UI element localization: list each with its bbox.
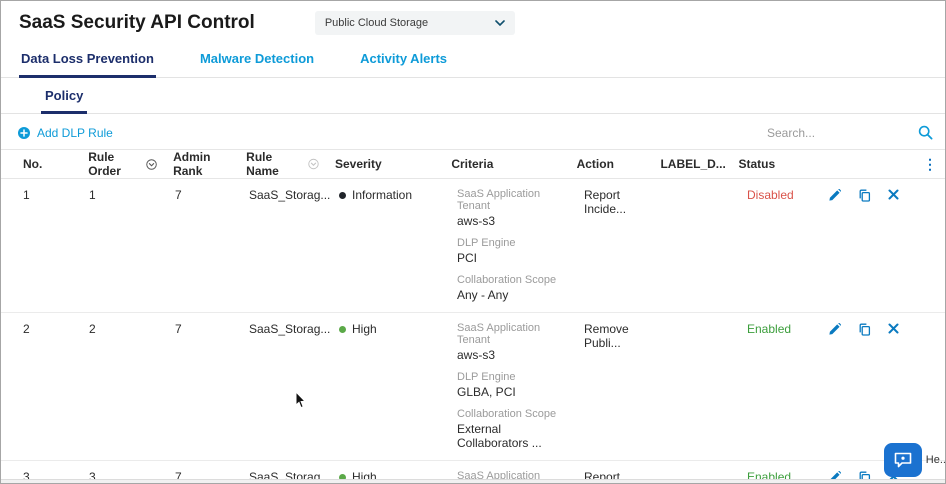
top-bar: SaaS Security API Control Public Cloud S… — [1, 1, 945, 35]
cell-action: Report Incide... — [584, 188, 627, 216]
column-header-action[interactable]: Action — [569, 157, 653, 171]
criteria-label: Collaboration Scope — [457, 274, 557, 286]
copy-icon[interactable] — [858, 323, 871, 336]
column-header-status[interactable]: Status — [730, 157, 806, 171]
column-label: Severity — [334, 157, 382, 171]
column-label: Rule Name — [246, 150, 279, 178]
severity-label: High — [352, 322, 377, 336]
delete-icon[interactable] — [888, 323, 899, 334]
sort-icon[interactable] — [308, 158, 319, 170]
help-widget: He... — [883, 443, 946, 477]
edit-icon[interactable] — [828, 189, 841, 202]
help-chat-button[interactable] — [883, 443, 922, 477]
cell-admin-rank: 7 — [175, 188, 182, 202]
column-label: Admin Rank — [173, 150, 211, 178]
column-header-admin-rank[interactable]: Admin Rank — [165, 150, 238, 178]
search-icon[interactable] — [918, 125, 933, 140]
column-header-severity[interactable]: Severity — [327, 157, 443, 171]
severity-dot — [339, 473, 346, 481]
edit-icon[interactable] — [828, 323, 841, 336]
criteria-value: PCI — [457, 251, 478, 265]
delete-icon[interactable] — [888, 189, 899, 200]
chevron-down-icon — [495, 20, 505, 26]
cloud-storage-dropdown[interactable]: Public Cloud Storage — [314, 11, 515, 35]
cell-row-actions — [816, 188, 926, 202]
cell-no: 2 — [23, 322, 30, 336]
chat-bubble-icon — [894, 452, 912, 468]
criteria-value: Any - Any — [457, 288, 509, 302]
cell-rule-name[interactable]: SaaS_Storag... — [249, 188, 331, 202]
column-header-rule-order[interactable]: Rule Order — [80, 150, 165, 178]
search-input[interactable] — [767, 125, 912, 140]
tab-activity-alerts[interactable]: Activity Alerts — [360, 51, 448, 66]
criteria-value: External Collaborators ... — [457, 422, 542, 450]
tab-bar: Data Loss Prevention Malware Detection A… — [1, 49, 945, 78]
table-toolbar: Add DLP Rule — [1, 114, 945, 149]
criteria-value: aws-s3 — [457, 348, 496, 362]
subtab-policy[interactable]: Policy — [41, 78, 88, 114]
severity-label: Information — [352, 188, 413, 202]
cell-status: Enabled — [747, 322, 792, 336]
cell-status: Disabled — [747, 188, 794, 202]
column-header-criteria[interactable]: Criteria — [443, 157, 568, 171]
cell-no: 1 — [23, 188, 30, 202]
criteria-label: Collaboration Scope — [457, 408, 557, 420]
column-header-label-d[interactable]: LABEL_D... — [652, 157, 730, 171]
cell-admin-rank: 7 — [175, 322, 182, 336]
table-body: 1 1 7 SaaS_Storag... Information SaaS Ap… — [1, 179, 945, 484]
cell-action: Remove Publi... — [584, 322, 629, 350]
subtab-bar: Policy — [1, 78, 945, 114]
dropdown-value: Public Cloud Storage — [324, 17, 429, 29]
table-header-row: No. Rule Order Admin Rank Rule Name — [1, 149, 945, 179]
column-header-rule-name[interactable]: Rule Name — [238, 150, 327, 178]
column-label: Action — [576, 157, 614, 171]
column-header-no[interactable]: No. — [1, 157, 80, 171]
cell-criteria: SaaS Application Tenant aws-s3 DLP Engine P… — [449, 188, 576, 302]
cell-severity: Information — [331, 188, 449, 202]
criteria-label: DLP Engine — [457, 371, 516, 383]
add-dlp-rule-label: Add DLP Rule — [37, 125, 113, 140]
cell-severity: High — [331, 322, 449, 336]
tab-malware-detection[interactable]: Malware Detection — [199, 51, 315, 66]
help-label: He... — [925, 454, 946, 466]
plus-circle-icon — [18, 126, 30, 139]
dlp-rules-table: No. Rule Order Admin Rank Rule Name — [1, 149, 945, 484]
column-header-menu: ⋮ — [915, 157, 945, 171]
cell-admin-rank: 7 — [175, 470, 182, 484]
criteria-label: DLP Engine — [457, 237, 516, 249]
search-box — [767, 125, 935, 140]
column-label: Status — [738, 157, 776, 171]
horizontal-scrollbar[interactable] — [1, 479, 945, 483]
cell-rule-order: 3 — [89, 470, 96, 484]
cell-rule-order: 2 — [89, 322, 96, 336]
column-label: LABEL_D... — [660, 157, 726, 171]
cell-no: 3 — [23, 470, 30, 484]
criteria-label: SaaS Application Tenant — [457, 322, 541, 346]
criteria-value: GLBA, PCI — [457, 385, 516, 399]
page-title: SaaS Security API Control — [19, 12, 255, 33]
copy-icon[interactable] — [858, 189, 871, 202]
criteria-label: SaaS Application Tenant — [457, 188, 541, 212]
tab-data-loss-prevention[interactable]: Data Loss Prevention — [19, 49, 156, 78]
severity-dot — [339, 191, 346, 199]
column-label: No. — [23, 157, 43, 171]
table-row[interactable]: 1 1 7 SaaS_Storag... Information SaaS Ap… — [1, 179, 945, 313]
severity-dot — [339, 325, 346, 333]
criteria-value: aws-s3 — [457, 214, 496, 228]
table-options-icon[interactable]: ⋮ — [923, 156, 937, 172]
column-label: Criteria — [451, 157, 494, 171]
cell-rule-order: 1 — [89, 188, 96, 202]
cell-criteria: SaaS Application Tenant aws-s3 DLP Engine G… — [449, 322, 576, 450]
cell-rule-name[interactable]: SaaS_Storag... — [249, 322, 331, 336]
column-label: Rule Order — [88, 150, 121, 178]
table-row[interactable]: 2 2 7 SaaS_Storag... High SaaS Applicati… — [1, 313, 945, 461]
cell-row-actions — [816, 322, 926, 336]
sort-descending-icon[interactable] — [146, 158, 157, 171]
add-dlp-rule-button[interactable]: Add DLP Rule — [17, 126, 113, 140]
